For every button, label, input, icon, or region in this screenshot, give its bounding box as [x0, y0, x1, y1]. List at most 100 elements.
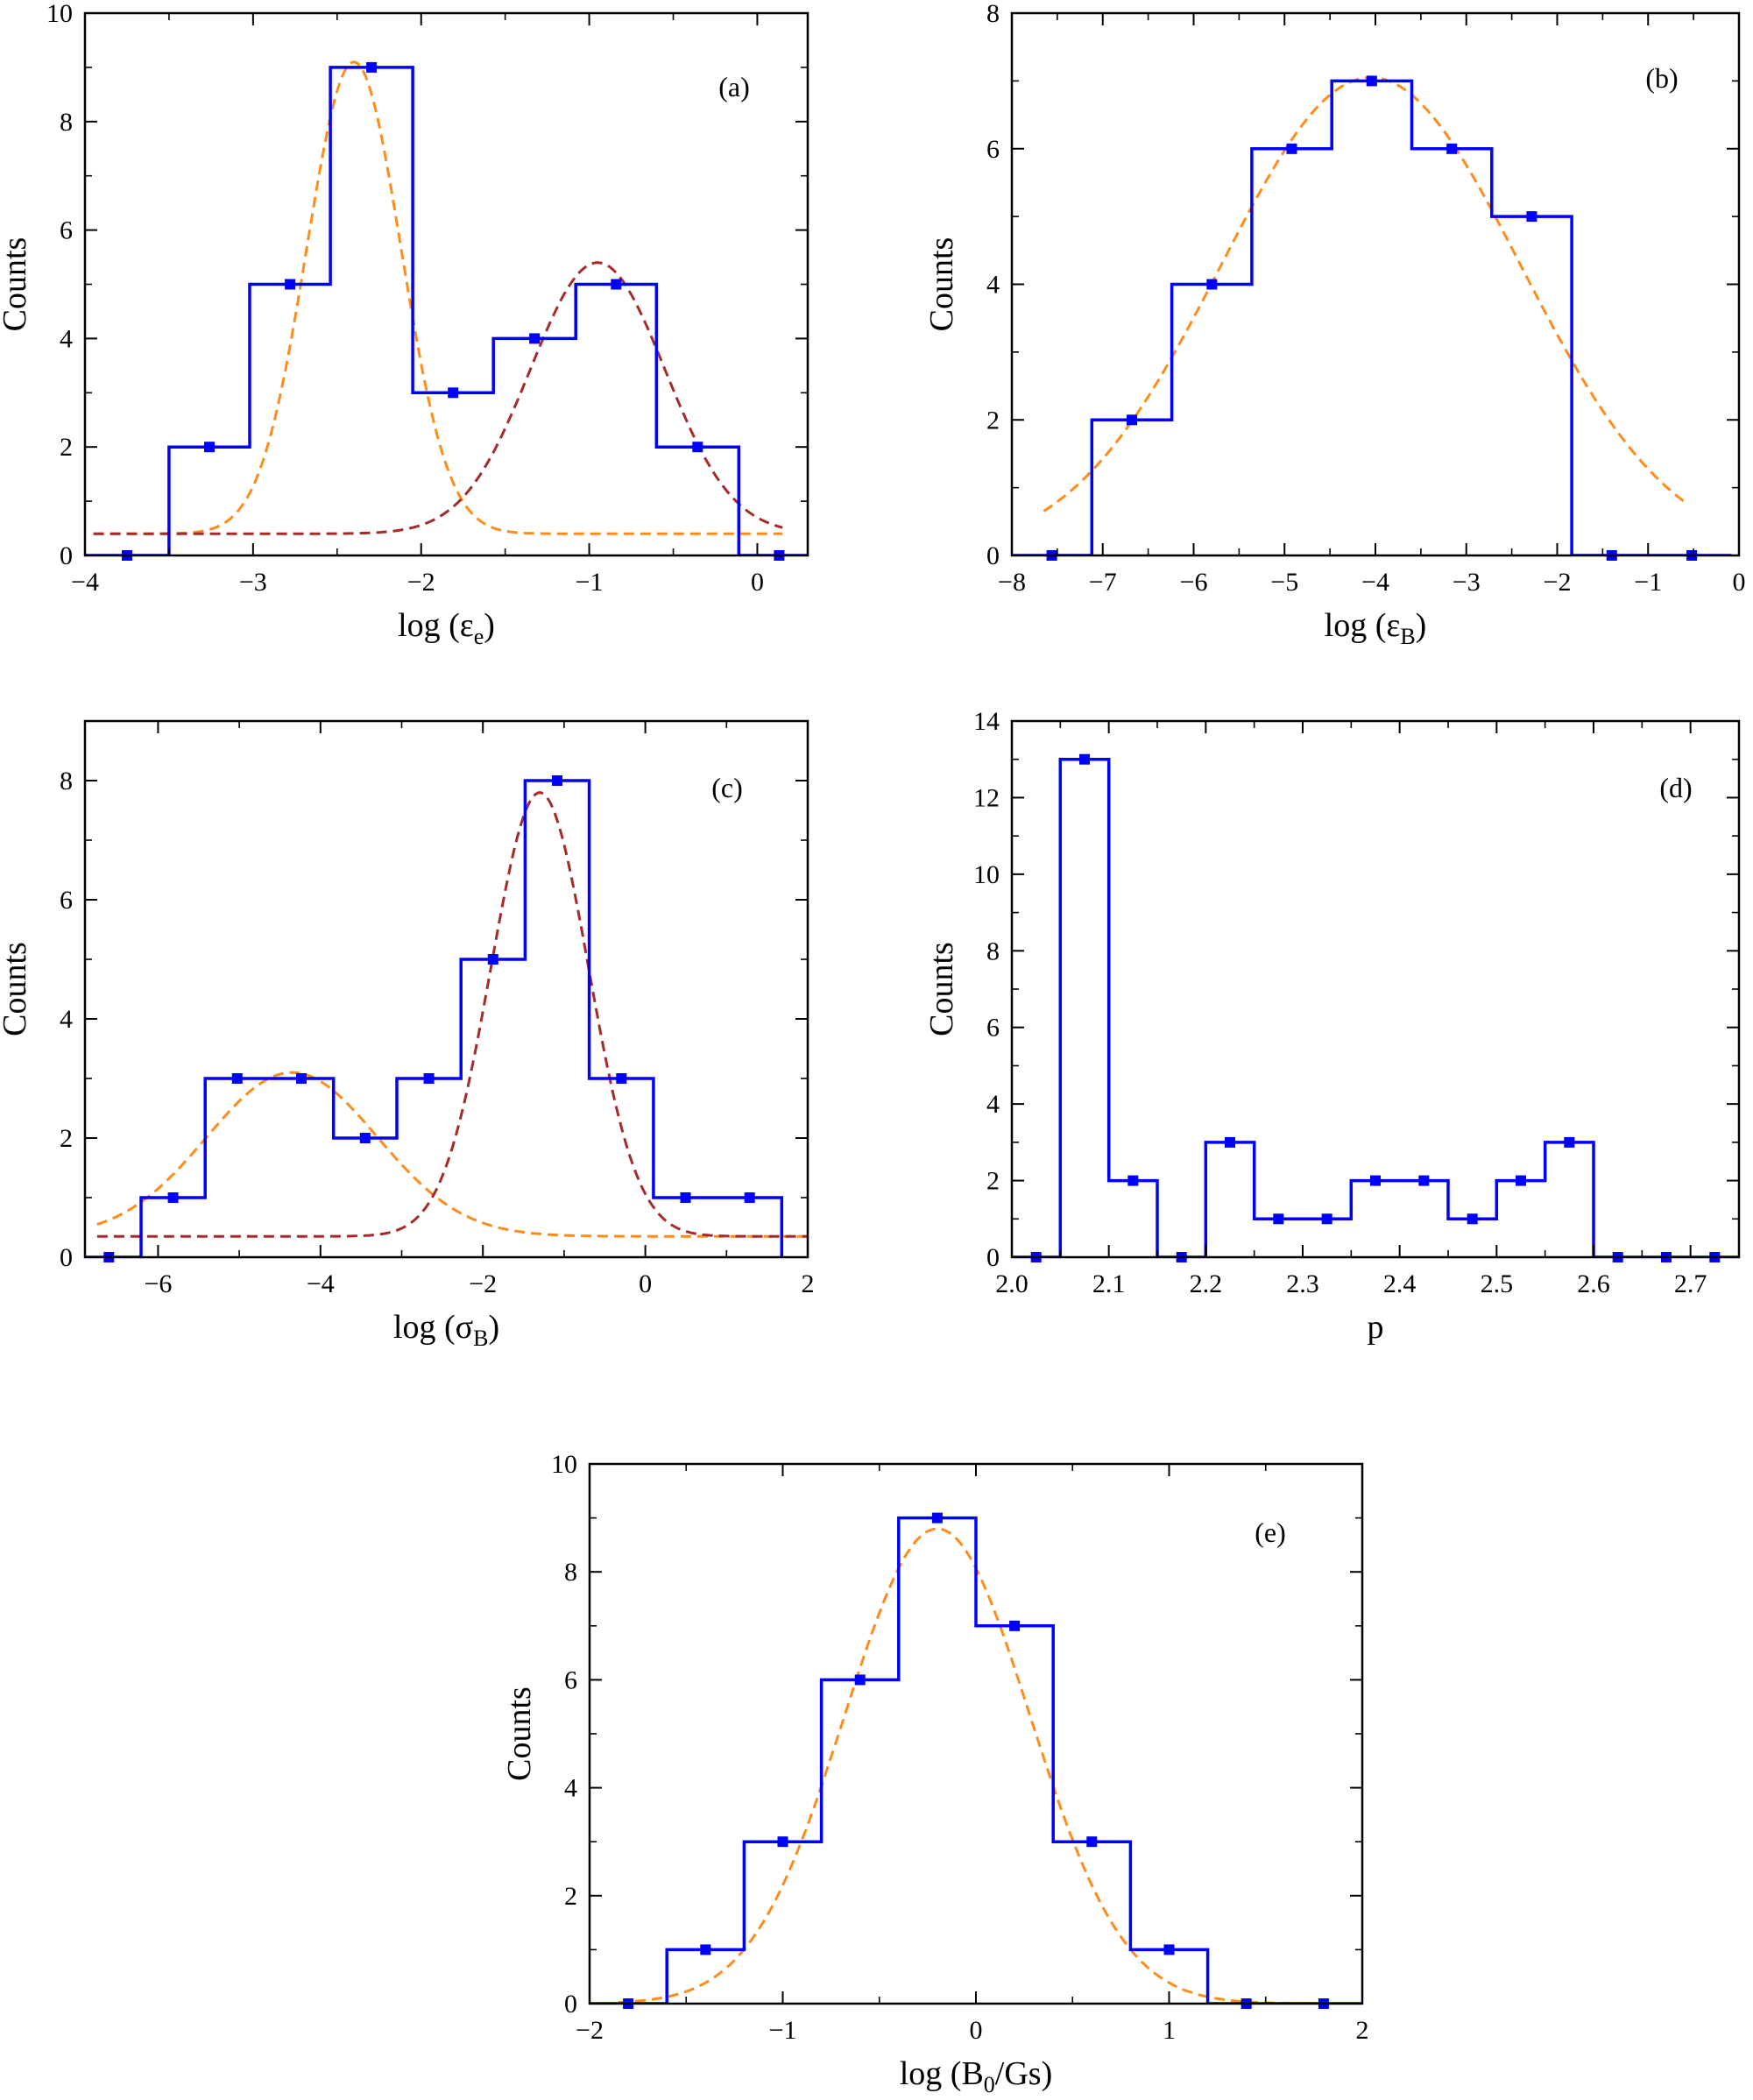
- panel-tag: (e): [1255, 1517, 1286, 1548]
- y-tick-label: 2: [60, 433, 73, 462]
- bin-marker: [854, 1674, 866, 1686]
- panel-tag: (d): [1659, 772, 1692, 803]
- bin-marker: [1009, 1620, 1021, 1631]
- bin-marker: [931, 1512, 943, 1524]
- panel-tag: (a): [718, 71, 750, 103]
- y-tick-label: 6: [60, 216, 73, 245]
- bin-marker: [680, 1192, 691, 1203]
- bin-marker: [423, 1073, 435, 1084]
- x-tick-label: 2: [1356, 2016, 1369, 2045]
- x-axis-label: log (B0/Gs): [900, 2055, 1053, 2097]
- bin-marker: [700, 1944, 711, 1955]
- bin-marker: [167, 1192, 179, 1203]
- panel-tag: (c): [711, 772, 743, 803]
- x-tick-label: −6: [1180, 568, 1208, 597]
- bin-marker: [1086, 1836, 1098, 1848]
- x-tick-label: 2: [802, 1269, 815, 1298]
- x-tick-label: 2.5: [1481, 1269, 1514, 1298]
- bin-marker: [616, 1073, 627, 1084]
- y-axis-label: Counts: [0, 237, 33, 332]
- y-tick-label: 0: [986, 541, 1000, 570]
- bin-marker: [204, 442, 215, 453]
- y-tick-label: 14: [973, 707, 1000, 736]
- bin-marker: [552, 775, 562, 786]
- bin-marker: [1370, 1175, 1381, 1186]
- axes-frame: [83, 11, 809, 557]
- y-tick-label: 8: [60, 767, 73, 795]
- gaussian-fit-1: [618, 1527, 1314, 2004]
- gaussian-fit-1: [96, 1071, 808, 1238]
- panel-a: −4 −3 −2 −1 0 0 2 4 6 8 10 Counts log (εe) (a): [0, 0, 809, 649]
- x-tick-label: −2: [407, 568, 435, 597]
- bin-marker: [1446, 143, 1458, 154]
- bin-marker: [296, 1073, 307, 1084]
- bin-marker: [448, 387, 459, 399]
- y-tick-label: 10: [551, 1450, 577, 1479]
- x-tick-label: −4: [71, 568, 99, 597]
- y-tick-label: 8: [986, 937, 1000, 965]
- x-tick-label: −2: [576, 2016, 604, 2045]
- x-tick-label: 2.6: [1577, 1269, 1610, 1298]
- bin-marker: [1127, 414, 1137, 426]
- x-tick-label: 2.2: [1190, 1269, 1223, 1298]
- x-tick-label: −5: [1270, 568, 1298, 597]
- y-tick-label: 12: [973, 783, 1000, 812]
- x-tick-label: −4: [1361, 568, 1389, 597]
- y-tick-label: 2: [986, 406, 1000, 435]
- y-axis-label: Counts: [923, 237, 960, 332]
- x-tick-label: −2: [469, 1269, 497, 1298]
- x-tick-label: −3: [239, 568, 267, 597]
- x-axis-label: log (εe): [398, 607, 495, 649]
- x-tick-label: 0: [1733, 568, 1746, 597]
- gaussian-fit-1: [1043, 76, 1686, 513]
- x-axis-label: p: [1368, 1309, 1384, 1346]
- axes-frame: [1010, 11, 1741, 557]
- y-tick-label: 6: [986, 135, 1000, 164]
- plot-area: [85, 779, 808, 1257]
- panel-c: −6 −4 −2 0 2 0 2 4 6 8 Counts log (σB) (c): [0, 719, 815, 1351]
- x-tick-label: −3: [1453, 568, 1481, 597]
- bin-marker: [366, 61, 378, 73]
- bin-marker: [1206, 279, 1218, 290]
- x-axis-label: log (εB): [1325, 607, 1427, 649]
- bin-marker: [487, 954, 498, 965]
- x-tick-label: 2.4: [1383, 1269, 1417, 1298]
- bin-marker: [1516, 1175, 1526, 1186]
- bin-marker: [1286, 143, 1297, 154]
- bin-marker: [692, 442, 703, 453]
- x-tick-label: −1: [576, 568, 604, 597]
- y-axis-label: Counts: [923, 942, 960, 1036]
- y-tick-label: 6: [564, 1665, 577, 1694]
- axes-frame: [83, 719, 809, 1259]
- x-tick-label: 1: [1163, 2016, 1176, 2045]
- y-axis-label: Counts: [0, 942, 33, 1036]
- x-tick-label: −7: [1089, 568, 1117, 597]
- bin-marker: [1225, 1136, 1235, 1148]
- y-tick-label: 8: [564, 1558, 577, 1587]
- y-tick-label: 10: [973, 860, 1000, 889]
- y-tick-label: 2: [986, 1167, 1000, 1196]
- histogram-step: [1012, 757, 1739, 1257]
- bin-marker: [231, 1073, 243, 1084]
- y-tick-label: 8: [60, 108, 73, 137]
- y-tick-label: 4: [60, 324, 73, 353]
- y-tick-label: 6: [986, 1014, 1000, 1043]
- x-tick-label: 2.7: [1674, 1269, 1707, 1298]
- panel-tag: (b): [1645, 62, 1678, 94]
- panel-d: 2.0 2.1 2.2 2.3 2.4 2.5 2.6 2.7 0 2 4 6 8 10 12 14 Count…: [923, 707, 1741, 1346]
- bin-marker: [1366, 75, 1377, 87]
- bin-marker: [777, 1836, 788, 1848]
- x-tick-label: 0: [751, 568, 764, 597]
- gaussian-fit-1: [93, 60, 783, 535]
- x-tick-label: 0: [639, 1269, 652, 1298]
- bin-marker: [611, 279, 622, 290]
- y-tick-label: 0: [986, 1243, 1000, 1272]
- x-tick-label: 2.3: [1286, 1269, 1319, 1298]
- histogram-step: [1012, 79, 1732, 555]
- y-tick-label: 8: [986, 0, 1000, 28]
- bin-marker: [1163, 1944, 1175, 1955]
- y-tick-label: 0: [60, 541, 73, 570]
- histogram-step: [590, 1516, 1362, 2004]
- x-tick-label: −1: [769, 2016, 797, 2045]
